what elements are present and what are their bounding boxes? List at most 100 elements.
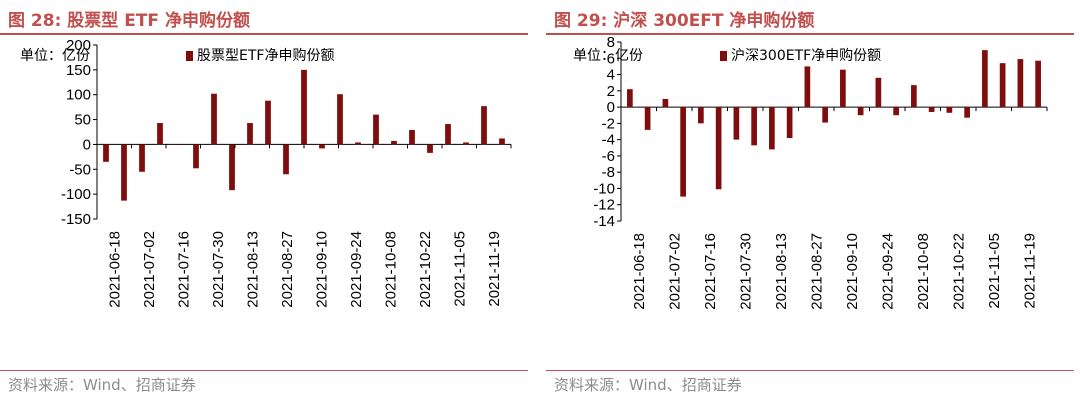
y-tick-label: -50 — [69, 161, 91, 178]
bar — [121, 144, 127, 201]
legend-label: 沪深300ETF净申购份额 — [731, 48, 881, 64]
bar — [139, 144, 145, 172]
x-tick-label: 2021-08-13 — [244, 231, 261, 308]
bar — [786, 107, 793, 139]
x-tick-label: 2021-07-02 — [141, 231, 158, 308]
bar — [999, 63, 1006, 108]
bar — [875, 77, 882, 108]
bar — [355, 142, 361, 145]
bar — [157, 123, 163, 145]
x-tick-label: 2021-11-19 — [1021, 233, 1038, 309]
chart-panel-hs300-etf: 图 29: 沪深 300EFT 净申购份额 单位：亿份 沪深300ETF净申购份额… — [546, 0, 1080, 403]
x-tick-label: 2021-06-18 — [631, 233, 648, 310]
chart-panel-equity-etf: 图 28: 股票型 ETF 净申购份额 单位：亿份 股票型ETF净申购份额 -150… — [0, 0, 534, 403]
y-tick-label: -150 — [61, 211, 91, 228]
y-tick-label: 0 — [607, 99, 615, 116]
y-tick-label: 0 — [83, 136, 91, 153]
y-tick-label: -6 — [602, 148, 615, 165]
bar — [499, 138, 505, 145]
y-tick-label: -14 — [593, 213, 615, 230]
legend-label: 股票型ETF净申购份额 — [197, 48, 334, 64]
y-tick-label: -10 — [593, 180, 615, 197]
x-tick-label: 2021-08-13 — [773, 233, 790, 310]
source-note: 资料来源：Wind、招商证券 — [554, 376, 742, 394]
bar — [1035, 60, 1041, 108]
x-tick-label: 2021-10-08 — [915, 233, 932, 310]
y-tick-label: 8 — [607, 36, 615, 51]
bar — [769, 107, 775, 150]
y-tick-label: 6 — [607, 50, 615, 67]
bar — [733, 107, 740, 140]
x-tick-label: 2021-11-05 — [451, 231, 468, 307]
bar — [698, 107, 704, 124]
bar — [982, 50, 988, 108]
x-tick-label: 2021-07-02 — [666, 233, 683, 310]
bar — [644, 107, 651, 130]
x-tick-label: 2021-11-19 — [486, 231, 503, 307]
bar — [463, 142, 469, 145]
legend-swatch — [720, 51, 727, 61]
x-tick-label: 2021-07-16 — [175, 231, 192, 308]
y-tick-label: 200 — [66, 37, 91, 54]
unit-label: 单位：亿份 — [20, 48, 90, 64]
legend-swatch — [186, 51, 193, 61]
bar — [1017, 59, 1024, 108]
bar — [481, 106, 487, 145]
bar — [662, 98, 669, 108]
bar — [337, 94, 343, 145]
x-tick-label: 2021-08-27 — [808, 233, 825, 310]
x-tick-label: 2021-06-18 — [106, 231, 123, 308]
x-tick-label: 2021-09-10 — [844, 233, 861, 310]
x-tick-label: 2021-10-22 — [950, 233, 967, 310]
source-divider — [0, 370, 528, 371]
bar — [680, 107, 686, 197]
unit-label: 单位：亿份 — [573, 48, 643, 64]
x-tick-label: 2021-10-22 — [417, 231, 434, 308]
bar — [964, 107, 970, 118]
chart-hs300-etf: 单位：亿份 沪深300ETF净申购份额 -14-12-10-8-6-4-202468… — [573, 36, 1048, 310]
y-tick-label: 150 — [66, 62, 91, 79]
y-tick-label: 50 — [74, 112, 91, 129]
bar — [373, 114, 379, 145]
bar — [301, 69, 307, 145]
bar — [911, 85, 917, 108]
bar — [193, 144, 199, 169]
y-tick-label: 2 — [607, 83, 615, 100]
title-divider — [0, 33, 528, 35]
y-tick-label: 100 — [66, 87, 91, 104]
bar — [840, 69, 846, 108]
y-tick-label: -12 — [593, 197, 615, 214]
bar — [751, 107, 757, 146]
bar — [283, 144, 289, 175]
bar — [427, 144, 433, 153]
bar — [409, 130, 415, 145]
bar — [946, 107, 953, 113]
bar — [627, 89, 633, 108]
x-tick-label: 2021-10-08 — [382, 231, 399, 308]
x-tick-label: 2021-07-30 — [210, 231, 227, 308]
y-tick-label: -100 — [61, 186, 91, 203]
bar — [857, 107, 864, 116]
bar — [319, 144, 325, 149]
y-tick-label: -4 — [602, 132, 615, 149]
source-divider — [546, 370, 1074, 371]
chart-equity-etf: 单位：亿份 股票型ETF净申购份额 -150 -100 -50 0 50 100 150 200 2… — [20, 37, 512, 308]
y-tick-label: 4 — [607, 67, 615, 84]
bar — [229, 144, 235, 191]
x-tick-label: 2021-07-30 — [737, 233, 754, 310]
title-divider — [546, 33, 1074, 35]
bar — [265, 100, 271, 145]
bar — [445, 124, 451, 145]
x-tick-label: 2021-11-05 — [986, 233, 1003, 309]
x-tick-label: 2021-09-24 — [879, 233, 896, 310]
chart-title: 图 29: 沪深 300EFT 净申购份额 — [554, 11, 815, 31]
y-tick-label: -8 — [602, 164, 615, 181]
bar — [928, 107, 935, 112]
bar — [893, 107, 899, 116]
bar — [175, 144, 181, 145]
source-note: 资料来源：Wind、招商证券 — [8, 376, 196, 394]
bar — [103, 144, 109, 162]
x-tick-label: 2021-07-16 — [702, 233, 719, 310]
y-tick-label: -2 — [602, 115, 615, 132]
bar — [247, 123, 253, 145]
